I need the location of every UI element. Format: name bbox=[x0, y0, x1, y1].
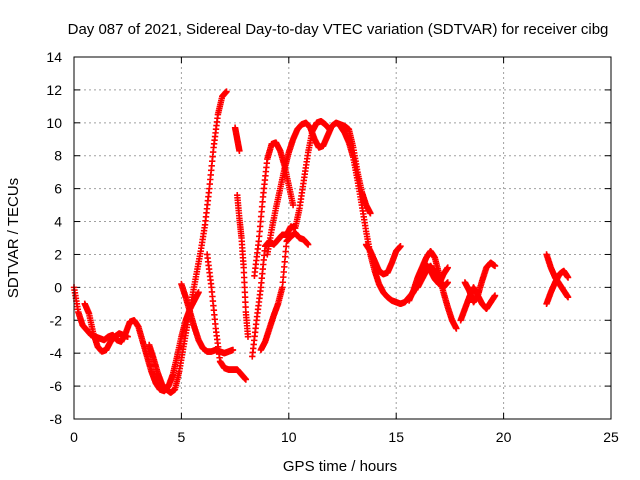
y-tick-label: 4 bbox=[54, 214, 62, 230]
x-tick-label: 15 bbox=[388, 429, 404, 445]
y-tick-label: 10 bbox=[46, 115, 62, 131]
data-point bbox=[242, 376, 250, 383]
data-point bbox=[564, 294, 572, 301]
y-tick-label: -6 bbox=[50, 378, 63, 394]
series-arc7 bbox=[231, 124, 243, 154]
series-arc1 bbox=[70, 284, 202, 395]
x-tick-label: 10 bbox=[281, 429, 297, 445]
series-arc10 bbox=[257, 229, 312, 354]
data-layer bbox=[70, 88, 572, 396]
series-arc5 bbox=[203, 251, 250, 383]
y-tick-label: -8 bbox=[50, 411, 63, 427]
x-tick-label: 5 bbox=[178, 429, 186, 445]
series-arc17 bbox=[461, 259, 499, 306]
data-point bbox=[444, 279, 451, 286]
y-axis-title: SDTVAR / TECUs bbox=[5, 178, 22, 298]
axes-layer: 0 5 10 15 20 25 -8 -6 -4 -2 0 2 4 6 8 10 12 14 bbox=[46, 49, 619, 445]
x-tick-label: 0 bbox=[70, 429, 78, 445]
data-point bbox=[289, 201, 297, 209]
y-tick-label: 14 bbox=[46, 49, 62, 65]
series-arc12 bbox=[337, 122, 451, 308]
data-point bbox=[491, 292, 499, 299]
data-point bbox=[453, 325, 460, 332]
y-tick-label: 8 bbox=[54, 148, 62, 164]
data-point bbox=[397, 243, 404, 250]
chart-title: Day 087 of 2021, Sidereal Day-to-day VTE… bbox=[68, 21, 609, 38]
y-tick-label: 12 bbox=[46, 82, 62, 98]
data-point bbox=[229, 346, 237, 354]
series-arc14 bbox=[405, 247, 460, 332]
series-arc13 bbox=[362, 241, 404, 278]
plot-frame bbox=[73, 56, 612, 420]
data-point bbox=[124, 333, 131, 340]
y-tick-label: 6 bbox=[54, 181, 62, 197]
data-point bbox=[304, 241, 312, 248]
series-arc6 bbox=[234, 192, 252, 340]
x-axis-title: GPS time / hours bbox=[283, 458, 397, 475]
y-tick-label: 2 bbox=[54, 246, 62, 262]
y-tick-label: -4 bbox=[50, 345, 63, 361]
series-arc19 bbox=[543, 267, 572, 308]
x-tick-label: 25 bbox=[603, 429, 619, 445]
data-point bbox=[444, 264, 451, 271]
data-point bbox=[367, 210, 374, 217]
data-point bbox=[491, 262, 499, 270]
data-point bbox=[223, 88, 230, 95]
data-point bbox=[564, 274, 572, 281]
x-tick-label: 20 bbox=[496, 429, 512, 445]
data-point bbox=[236, 147, 243, 154]
y-tick-label: -2 bbox=[50, 312, 63, 328]
y-tick-label: 0 bbox=[54, 279, 62, 295]
series-arc2 bbox=[81, 300, 131, 355]
series-arc9 bbox=[251, 139, 297, 280]
data-point bbox=[244, 333, 252, 340]
data-point bbox=[195, 289, 202, 296]
series-arc15 bbox=[414, 262, 451, 291]
